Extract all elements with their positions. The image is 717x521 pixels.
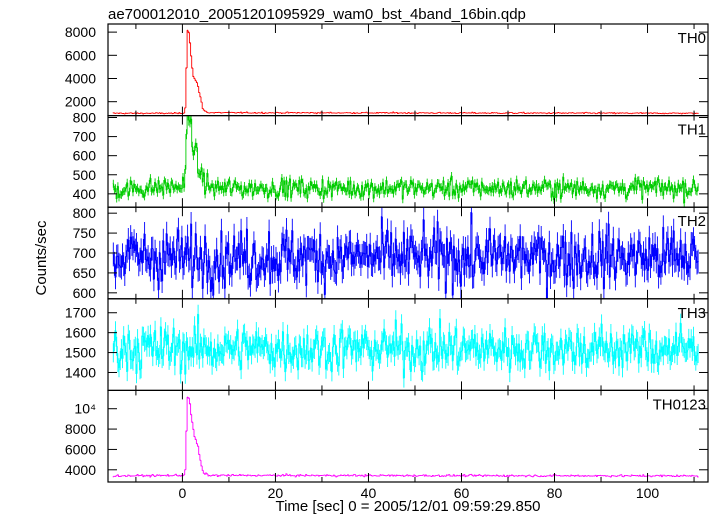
y-tick-label: 800	[73, 205, 97, 221]
x-tick-label: 60	[454, 485, 470, 501]
panel-th1: 400 500 600 700 800 TH1	[73, 110, 709, 208]
y-tick-label: 8000	[65, 24, 96, 40]
x-axis-label: Time [sec] 0 = 2005/12/01 09:59:29.850	[275, 498, 540, 515]
series-label-th2: TH2	[678, 213, 706, 230]
y-tick-label: 700	[73, 129, 97, 145]
y-tick-label: 1400	[65, 364, 96, 380]
series-label-th0123: TH0123	[653, 396, 706, 413]
panel-th2: 600 650 700 750 800 TH2	[73, 205, 709, 301]
y-tick-label: 8000	[65, 421, 96, 437]
y-tick-label: 4000	[65, 70, 96, 86]
x-tick-label: 80	[547, 485, 563, 501]
y-tick-label: 1500	[65, 345, 96, 361]
y-tick-label: 10⁴	[74, 401, 96, 417]
y-tick-label: 6000	[65, 441, 96, 457]
x-tick-label: 100	[636, 485, 660, 501]
chart-title: ae700012010_20051201095929_wam0_bst_4ban…	[108, 6, 526, 23]
y-axis-label: Counts/sec	[33, 220, 50, 296]
series-label-th1: TH1	[678, 122, 706, 139]
y-tick-label: 1700	[65, 305, 96, 321]
series-label-th3: TH3	[678, 305, 706, 322]
panel-th0123: 4000 6000 8000 10⁴ TH0123	[65, 389, 709, 483]
series-line-th1	[112, 115, 699, 208]
series-line-th2	[112, 207, 699, 300]
y-tick-label: 600	[73, 285, 97, 301]
series-line-th0123	[112, 396, 699, 478]
y-tick-label: 800	[73, 110, 97, 126]
panel-th0: 2000 4000 6000 8000 TH0	[65, 23, 709, 117]
series-line-th0	[112, 29, 699, 115]
y-tick-label: 750	[73, 225, 97, 241]
y-tick-label: 2000	[65, 94, 96, 110]
panel-frame	[107, 23, 709, 117]
x-tick-label: 40	[361, 485, 377, 501]
y-tick-label: 400	[73, 186, 97, 202]
series-line-th3	[112, 304, 699, 388]
panel-frame	[107, 389, 709, 483]
x-tick-label: 0	[179, 485, 187, 501]
panel-th3: 1400 1500 1600 1700 TH3	[65, 298, 709, 391]
y-tick-label: 500	[73, 167, 97, 183]
y-tick-label: 1600	[65, 325, 96, 341]
y-tick-label: 4000	[65, 462, 96, 478]
y-tick-label: 600	[73, 148, 97, 164]
series-label-th0: TH0	[678, 30, 706, 47]
y-tick-label: 700	[73, 245, 97, 261]
panel-frame	[107, 114, 709, 208]
y-tick-label: 650	[73, 265, 97, 281]
x-tick-label: 20	[268, 485, 284, 501]
y-tick-label: 6000	[65, 47, 96, 63]
